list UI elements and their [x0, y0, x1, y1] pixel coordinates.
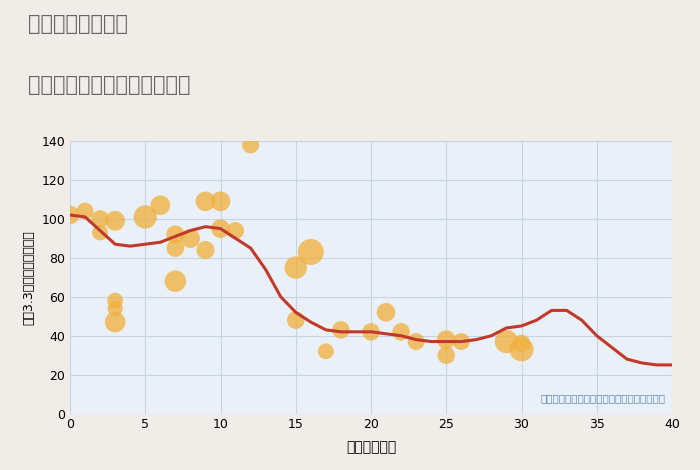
Point	[215, 197, 226, 205]
Point	[139, 213, 151, 221]
Text: 円の大きさは、取引のあった物件面積を示す: 円の大きさは、取引のあった物件面積を示す	[541, 393, 666, 403]
X-axis label: 築年数（年）: 築年数（年）	[346, 440, 396, 454]
Text: 築年数別中古マンション価格: 築年数別中古マンション価格	[28, 75, 190, 95]
Point	[170, 231, 181, 238]
Point	[516, 340, 527, 347]
Point	[321, 347, 332, 355]
Point	[456, 338, 467, 345]
Point	[109, 318, 121, 326]
Point	[290, 264, 301, 271]
Text: 埼玉県熊谷市飯塚: 埼玉県熊谷市飯塚	[28, 14, 128, 34]
Point	[94, 229, 106, 236]
Point	[155, 202, 166, 209]
Point	[170, 277, 181, 285]
Point	[94, 215, 106, 223]
Point	[109, 217, 121, 225]
Point	[170, 244, 181, 252]
Point	[290, 316, 301, 324]
Point	[109, 297, 121, 305]
Point	[381, 309, 392, 316]
Point	[185, 235, 196, 242]
Point	[79, 207, 91, 215]
Point	[230, 227, 241, 235]
Point	[245, 141, 256, 149]
Point	[441, 352, 452, 359]
Point	[109, 305, 121, 312]
Point	[64, 211, 76, 219]
Point	[516, 345, 527, 353]
Point	[305, 248, 316, 256]
Y-axis label: 坪（3.3㎡）単価（万円）: 坪（3.3㎡）単価（万円）	[22, 230, 36, 325]
Point	[200, 246, 211, 254]
Point	[200, 197, 211, 205]
Point	[410, 338, 421, 345]
Point	[215, 225, 226, 232]
Point	[335, 326, 346, 334]
Point	[501, 338, 512, 345]
Point	[395, 328, 407, 336]
Point	[441, 336, 452, 344]
Point	[365, 328, 377, 336]
